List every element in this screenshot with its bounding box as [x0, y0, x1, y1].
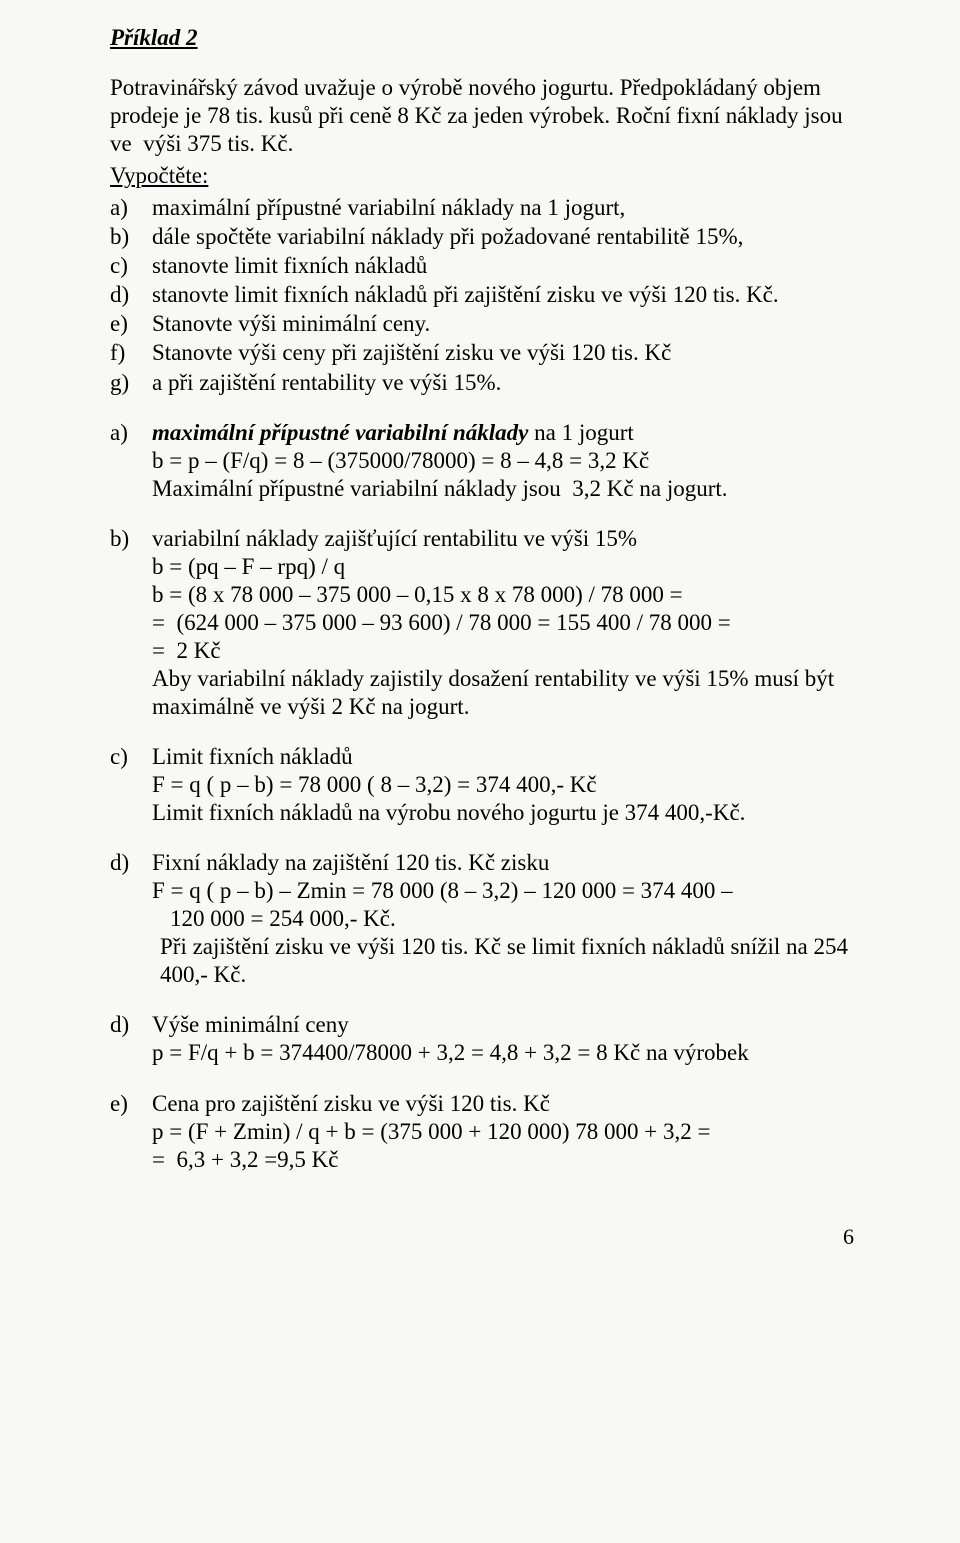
task-text: stanovte limit fixních nákladů při zajiš…	[152, 282, 779, 307]
solution-f: e) Cena pro zajištění zisku ve výši 120 …	[110, 1090, 870, 1174]
solution-title: Výše minimální ceny	[152, 1012, 349, 1037]
list-marker: d)	[110, 1011, 146, 1039]
solution-item: b) variabilní náklady zajišťující rentab…	[152, 525, 870, 721]
solution-line: p = F/q + b = 374400/78000 + 3,2 = 4,8 +…	[152, 1039, 870, 1067]
task-list: a)maximální přípustné variabilní náklady…	[110, 194, 870, 396]
solution-item: d) Výše minimální ceny p = F/q + b = 374…	[152, 1011, 870, 1067]
solution-title-emph: maximální přípustné variabilní náklady	[152, 420, 528, 445]
list-marker: d)	[110, 849, 146, 877]
task-item: b)dále spočtěte variabilní náklady při p…	[152, 223, 870, 251]
page: Příklad 2 Potravinářský závod uvažuje o …	[0, 0, 960, 1300]
solution-line: Limit fixních nákladů na výrobu nového j…	[152, 799, 870, 827]
task-item: c)stanovte limit fixních nákladů	[152, 252, 870, 280]
task-item: f)Stanovte výši ceny při zajištění zisku…	[152, 339, 870, 367]
solution-title-rest: na 1 jogurt	[528, 420, 633, 445]
example-title: Příklad 2	[110, 24, 870, 52]
solution-title: Fixní náklady na zajištění 120 tis. Kč z…	[152, 850, 549, 875]
solution-line: b = p – (F/q) = 8 – (375000/78000) = 8 –…	[152, 447, 870, 475]
list-marker: d)	[110, 281, 146, 309]
solution-line: F = q ( p – b) = 78 000 ( 8 – 3,2) = 374…	[152, 771, 870, 799]
solution-line: F = q ( p – b) – Zmin = 78 000 (8 – 3,2)…	[152, 877, 870, 905]
list-marker: a)	[110, 194, 146, 222]
solution-e: d) Výše minimální ceny p = F/q + b = 374…	[110, 1011, 870, 1067]
solution-title: variabilní náklady zajišťující rentabili…	[152, 526, 637, 551]
solution-item: a) maximální přípustné variabilní náklad…	[152, 419, 870, 503]
solution-title: Cena pro zajištění zisku ve výši 120 tis…	[152, 1091, 550, 1116]
list-marker: c)	[110, 743, 146, 771]
calc-heading: Vypočtěte:	[110, 163, 208, 188]
solution-b: b) variabilní náklady zajišťující rentab…	[110, 525, 870, 721]
solution-line: = 2 Kč	[152, 637, 870, 665]
task-item: a)maximální přípustné variabilní náklady…	[152, 194, 870, 222]
intro-para: Potravinářský závod uvažuje o výrobě nov…	[110, 74, 870, 158]
list-marker: c)	[110, 252, 146, 280]
list-marker: a)	[110, 419, 146, 447]
task-text: Stanovte výši ceny při zajištění zisku v…	[152, 340, 671, 365]
task-text: dále spočtěte variabilní náklady při pož…	[152, 224, 743, 249]
solution-line: b = (8 x 78 000 – 375 000 – 0,15 x 8 x 7…	[152, 581, 870, 609]
solution-line: Aby variabilní náklady zajistily dosažen…	[152, 665, 870, 721]
task-text: Stanovte výši minimální ceny.	[152, 311, 430, 336]
solution-d: d) Fixní náklady na zajištění 120 tis. K…	[110, 849, 870, 989]
list-marker: e)	[110, 1090, 146, 1118]
solution-a: a) maximální přípustné variabilní náklad…	[110, 419, 870, 503]
list-marker: e)	[110, 310, 146, 338]
solution-item: c) Limit fixních nákladů F = q ( p – b) …	[152, 743, 870, 827]
solution-line: p = (F + Zmin) / q + b = (375 000 + 120 …	[152, 1118, 870, 1146]
task-text: a při zajištění rentability ve výši 15%.	[152, 370, 501, 395]
solution-line: = (624 000 – 375 000 – 93 600) / 78 000 …	[152, 609, 870, 637]
solution-line: Maximální přípustné variabilní náklady j…	[152, 475, 870, 503]
solution-line: b = (pq – F – rpq) / q	[152, 553, 870, 581]
list-marker: g)	[110, 369, 146, 397]
solution-line: 120 000 = 254 000,- Kč.	[152, 905, 870, 933]
page-number: 6	[110, 1224, 870, 1251]
solution-line: = 6,3 + 3,2 =9,5 Kč	[152, 1146, 870, 1174]
list-marker: b)	[110, 525, 146, 553]
task-item: g)a při zajištění rentability ve výši 15…	[152, 369, 870, 397]
task-item: d)stanovte limit fixních nákladů při zaj…	[152, 281, 870, 309]
task-text: stanovte limit fixních nákladů	[152, 253, 427, 278]
solution-line: Při zajištění zisku ve výši 120 tis. Kč …	[152, 933, 870, 989]
task-text: maximální přípustné variabilní náklady n…	[152, 195, 625, 220]
solution-c: c) Limit fixních nákladů F = q ( p – b) …	[110, 743, 870, 827]
solution-item: e) Cena pro zajištění zisku ve výši 120 …	[152, 1090, 870, 1174]
solution-item: d) Fixní náklady na zajištění 120 tis. K…	[152, 849, 870, 989]
intro-block: Potravinářský závod uvažuje o výrobě nov…	[110, 74, 870, 397]
list-marker: b)	[110, 223, 146, 251]
task-item: e)Stanovte výši minimální ceny.	[152, 310, 870, 338]
solution-title: Limit fixních nákladů	[152, 744, 353, 769]
list-marker: f)	[110, 339, 146, 367]
